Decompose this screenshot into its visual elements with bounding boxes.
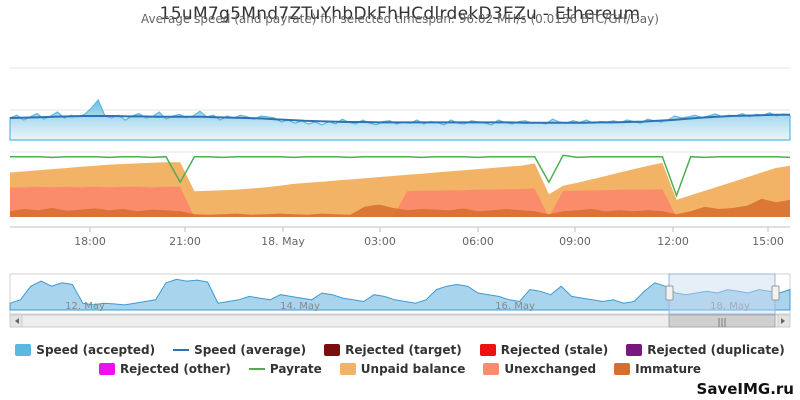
legend-swatch (614, 363, 631, 375)
legend-item-unexchanged[interactable]: Unexchanged (483, 362, 596, 376)
legend-item-unpaid-balance[interactable]: Unpaid balance (339, 362, 466, 376)
x-tick-label: 15:00 (752, 235, 784, 248)
legend-swatch (324, 344, 341, 356)
legend-label: Speed (average) (194, 343, 307, 357)
navigator-handle (665, 285, 674, 301)
x-tick-label: 18:00 (74, 235, 106, 248)
navigator-tick-label: 16. May (495, 301, 535, 312)
legend-label: Rejected (stale) (500, 343, 609, 357)
watermark: SaveIMG.ru (696, 380, 794, 398)
x-tick-label: 21:00 (169, 235, 201, 248)
chart-title: 15uM7g5Mnd7ZTuYhbDkFhHCdlrdekD3EZu - Eth… (159, 4, 641, 24)
legend-swatch (173, 349, 190, 351)
navigator-selection (668, 273, 776, 315)
navigator-speed-area (9, 278, 791, 311)
legend-swatch (248, 368, 265, 370)
legend-swatch (15, 344, 32, 356)
legend-swatch (479, 344, 496, 356)
legend-item-rejected-target[interactable]: Rejected (target) (324, 343, 462, 357)
speed-average-line (9, 113, 790, 124)
legend-label: Rejected (duplicate) (647, 343, 785, 357)
scrollbar-thumb (668, 314, 776, 328)
legend-label: Rejected (target) (345, 343, 462, 357)
legend-item-payrate[interactable]: Payrate (248, 362, 322, 376)
legend-item-rejected-other[interactable]: Rejected (other) (98, 362, 231, 376)
legend-label: Rejected (other) (119, 362, 231, 376)
legend-item-immature[interactable]: Immature (614, 362, 701, 376)
payrate-line (10, 154, 791, 198)
legend-row-2: Rejected (other) Payrate Unpaid balance … (0, 362, 800, 376)
immature-area (10, 198, 790, 217)
chart-subtitle: Average speed (and payrate) for selected… (141, 12, 659, 26)
scroll-left-arrow-icon (15, 318, 19, 324)
scroll-right-arrow-icon (781, 318, 785, 324)
legend-swatch (483, 363, 500, 375)
legend-item-speed-accepted[interactable]: Speed (accepted) (15, 343, 155, 357)
x-tick-label: 06:00 (462, 235, 494, 248)
legend-label: Speed (accepted) (36, 343, 156, 357)
x-tick-label: 03:00 (364, 235, 396, 248)
legend-swatch (339, 363, 356, 375)
chart-area: 18:00 21:00 18. May 03:00 06:00 09:00 12:00 15:… (9, 67, 791, 328)
unexchanged-area (10, 186, 790, 217)
legend-swatch (98, 363, 115, 375)
legend-item-rejected-stale[interactable]: Rejected (stale) (479, 343, 609, 357)
navigator-handle (771, 285, 780, 301)
legend-label: Payrate (269, 362, 322, 376)
x-tick-label: 09:00 (559, 235, 591, 248)
navigator-tick-label: 18. May (710, 301, 750, 312)
scrollbar-grip-icon: ||| (717, 318, 726, 328)
legend-swatch (626, 344, 643, 356)
legend-label: Unexchanged (504, 362, 597, 376)
x-tick-label: 18. May (261, 235, 305, 248)
legend-label: Unpaid balance (360, 362, 466, 376)
navigator-tick-label: 14. May (280, 301, 320, 312)
x-tick-label: 12:00 (657, 235, 689, 248)
legend-row-1: Speed (accepted) Speed (average) Rejecte… (0, 343, 800, 357)
navigator-tick-label: 12. May (65, 301, 105, 312)
legend-item-rejected-duplicate[interactable]: Rejected (duplicate) (626, 343, 785, 357)
legend-item-speed-average[interactable]: Speed (average) (173, 343, 306, 357)
legend-label: Immature (635, 362, 702, 376)
